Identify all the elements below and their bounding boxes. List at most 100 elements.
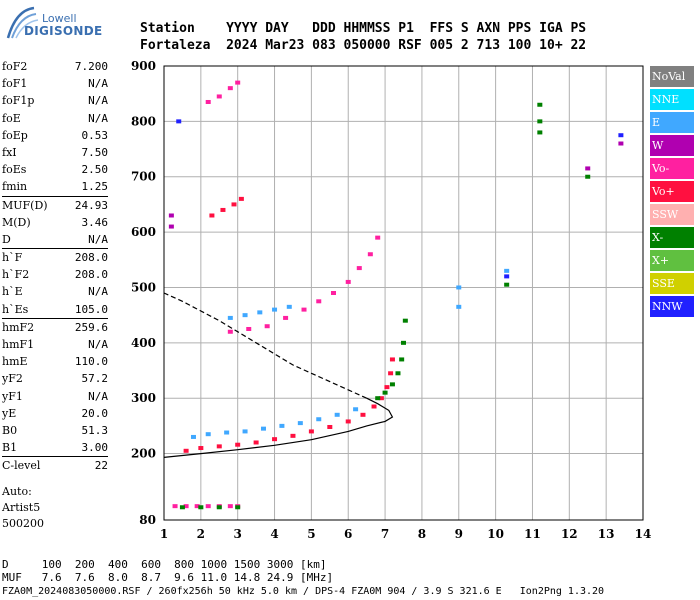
- y-tick-label: 300: [131, 391, 156, 405]
- x-tick-label: 6: [344, 527, 352, 541]
- param-row: hmF2 259.6: [0, 319, 110, 336]
- parameter-panel: foF2 7.200 foF1 N/A foF1p N/A foE N/A foEp 0.53 fx…: [0, 58, 110, 475]
- legend-item: Vo-: [650, 158, 694, 179]
- data-point: [179, 505, 185, 510]
- data-point: [235, 442, 241, 447]
- data-point: [246, 326, 252, 331]
- param-value: 20.0: [81, 406, 109, 420]
- data-point: [375, 235, 381, 240]
- data-point: [205, 99, 211, 104]
- param-row: fmin 1.25: [0, 178, 110, 195]
- data-point: [297, 421, 303, 426]
- data-point: [172, 504, 178, 509]
- data-point: [290, 433, 296, 438]
- data-point: [353, 407, 359, 412]
- x-tick-label: 12: [561, 527, 578, 541]
- param-label: B0: [2, 423, 18, 437]
- param-separator: [2, 456, 108, 458]
- param-value: N/A: [88, 111, 108, 125]
- logo-line1: Lowell: [42, 12, 77, 25]
- data-point: [456, 304, 462, 309]
- param-value: 3.00: [81, 441, 109, 455]
- data-point: [257, 310, 263, 315]
- legend-item: NNE: [650, 89, 694, 110]
- data-point: [456, 285, 462, 290]
- param-row: foE N/A: [0, 110, 110, 127]
- data-point: [308, 429, 314, 434]
- data-point: [360, 412, 366, 417]
- y-tick-label: 700: [131, 170, 156, 184]
- data-point: [395, 371, 401, 376]
- param-row: hmF1 N/A: [0, 336, 110, 353]
- param-label: hmF1: [2, 338, 35, 351]
- param-label: yF1: [2, 389, 23, 403]
- param-label: fmin: [2, 180, 28, 194]
- data-point: [286, 304, 292, 309]
- param-row: yF2 57.2: [0, 370, 110, 387]
- param-label: hmF2: [2, 320, 35, 334]
- param-row: foF1 N/A: [0, 75, 110, 92]
- muf-line2: MUF 7.6 7.6 8.0 8.7 9.6 11.0 14.8 24.9 […: [2, 571, 334, 584]
- param-label: foE: [2, 111, 21, 125]
- param-label: h`F2: [2, 268, 30, 282]
- param-label: hmE: [2, 355, 28, 369]
- param-row: B0 51.3: [0, 422, 110, 439]
- param-row: D N/A: [0, 231, 110, 248]
- param-value: 208.0: [74, 251, 108, 265]
- data-point: [504, 268, 510, 273]
- x-tick-label: 11: [524, 527, 541, 541]
- param-value: 2.50: [81, 163, 109, 177]
- data-point: [205, 504, 211, 509]
- data-point: [367, 252, 373, 257]
- data-point: [388, 371, 394, 376]
- data-point: [316, 417, 322, 422]
- x-tick-label: 5: [307, 527, 315, 541]
- data-point: [279, 423, 285, 428]
- param-row: M(D) 3.46: [0, 214, 110, 231]
- data-point: [375, 396, 381, 401]
- param-label: B1: [2, 441, 18, 455]
- x-tick-label: 13: [598, 527, 615, 541]
- param-label: h`E: [2, 285, 23, 299]
- legend-item: NNW: [650, 296, 694, 317]
- param-label: M(D): [2, 215, 31, 229]
- data-point: [537, 130, 543, 135]
- data-point: [205, 432, 211, 437]
- param-label: C-level: [2, 459, 41, 473]
- legend-item: X-: [650, 227, 694, 248]
- param-value: 0.53: [81, 128, 109, 142]
- y-tick-label: 200: [131, 447, 156, 461]
- y-tick-label: 400: [131, 336, 156, 350]
- data-point: [272, 437, 278, 442]
- param-row: C-level 22: [0, 457, 110, 474]
- data-point: [264, 324, 270, 329]
- param-separator: [2, 248, 108, 250]
- param-row: h`F 208.0: [0, 249, 110, 266]
- param-label: foEs: [2, 163, 27, 177]
- legend-item: E: [650, 112, 694, 133]
- param-row: yF1 N/A: [0, 388, 110, 405]
- data-point: [168, 224, 174, 229]
- param-row: h`Es 105.0: [0, 301, 110, 318]
- param-row: h`E N/A: [0, 283, 110, 300]
- param-value: 22: [94, 459, 108, 473]
- data-point: [235, 80, 241, 85]
- param-value: 1.25: [81, 180, 109, 194]
- data-point: [216, 94, 222, 99]
- y-tick-label: 800: [131, 114, 156, 128]
- x-tick-label: 10: [487, 527, 504, 541]
- data-point: [345, 279, 351, 284]
- data-point: [209, 213, 215, 218]
- data-point: [330, 291, 336, 295]
- x-tick-label: 8: [418, 527, 426, 541]
- y-tick-label: 600: [131, 225, 156, 239]
- param-value: N/A: [88, 389, 108, 403]
- data-point: [316, 299, 322, 304]
- data-point: [190, 434, 196, 439]
- data-point: [168, 213, 174, 218]
- param-value: 3.46: [81, 215, 109, 229]
- data-point: [401, 340, 406, 345]
- data-point: [227, 329, 233, 334]
- data-point: [220, 207, 226, 212]
- param-value: N/A: [88, 285, 108, 299]
